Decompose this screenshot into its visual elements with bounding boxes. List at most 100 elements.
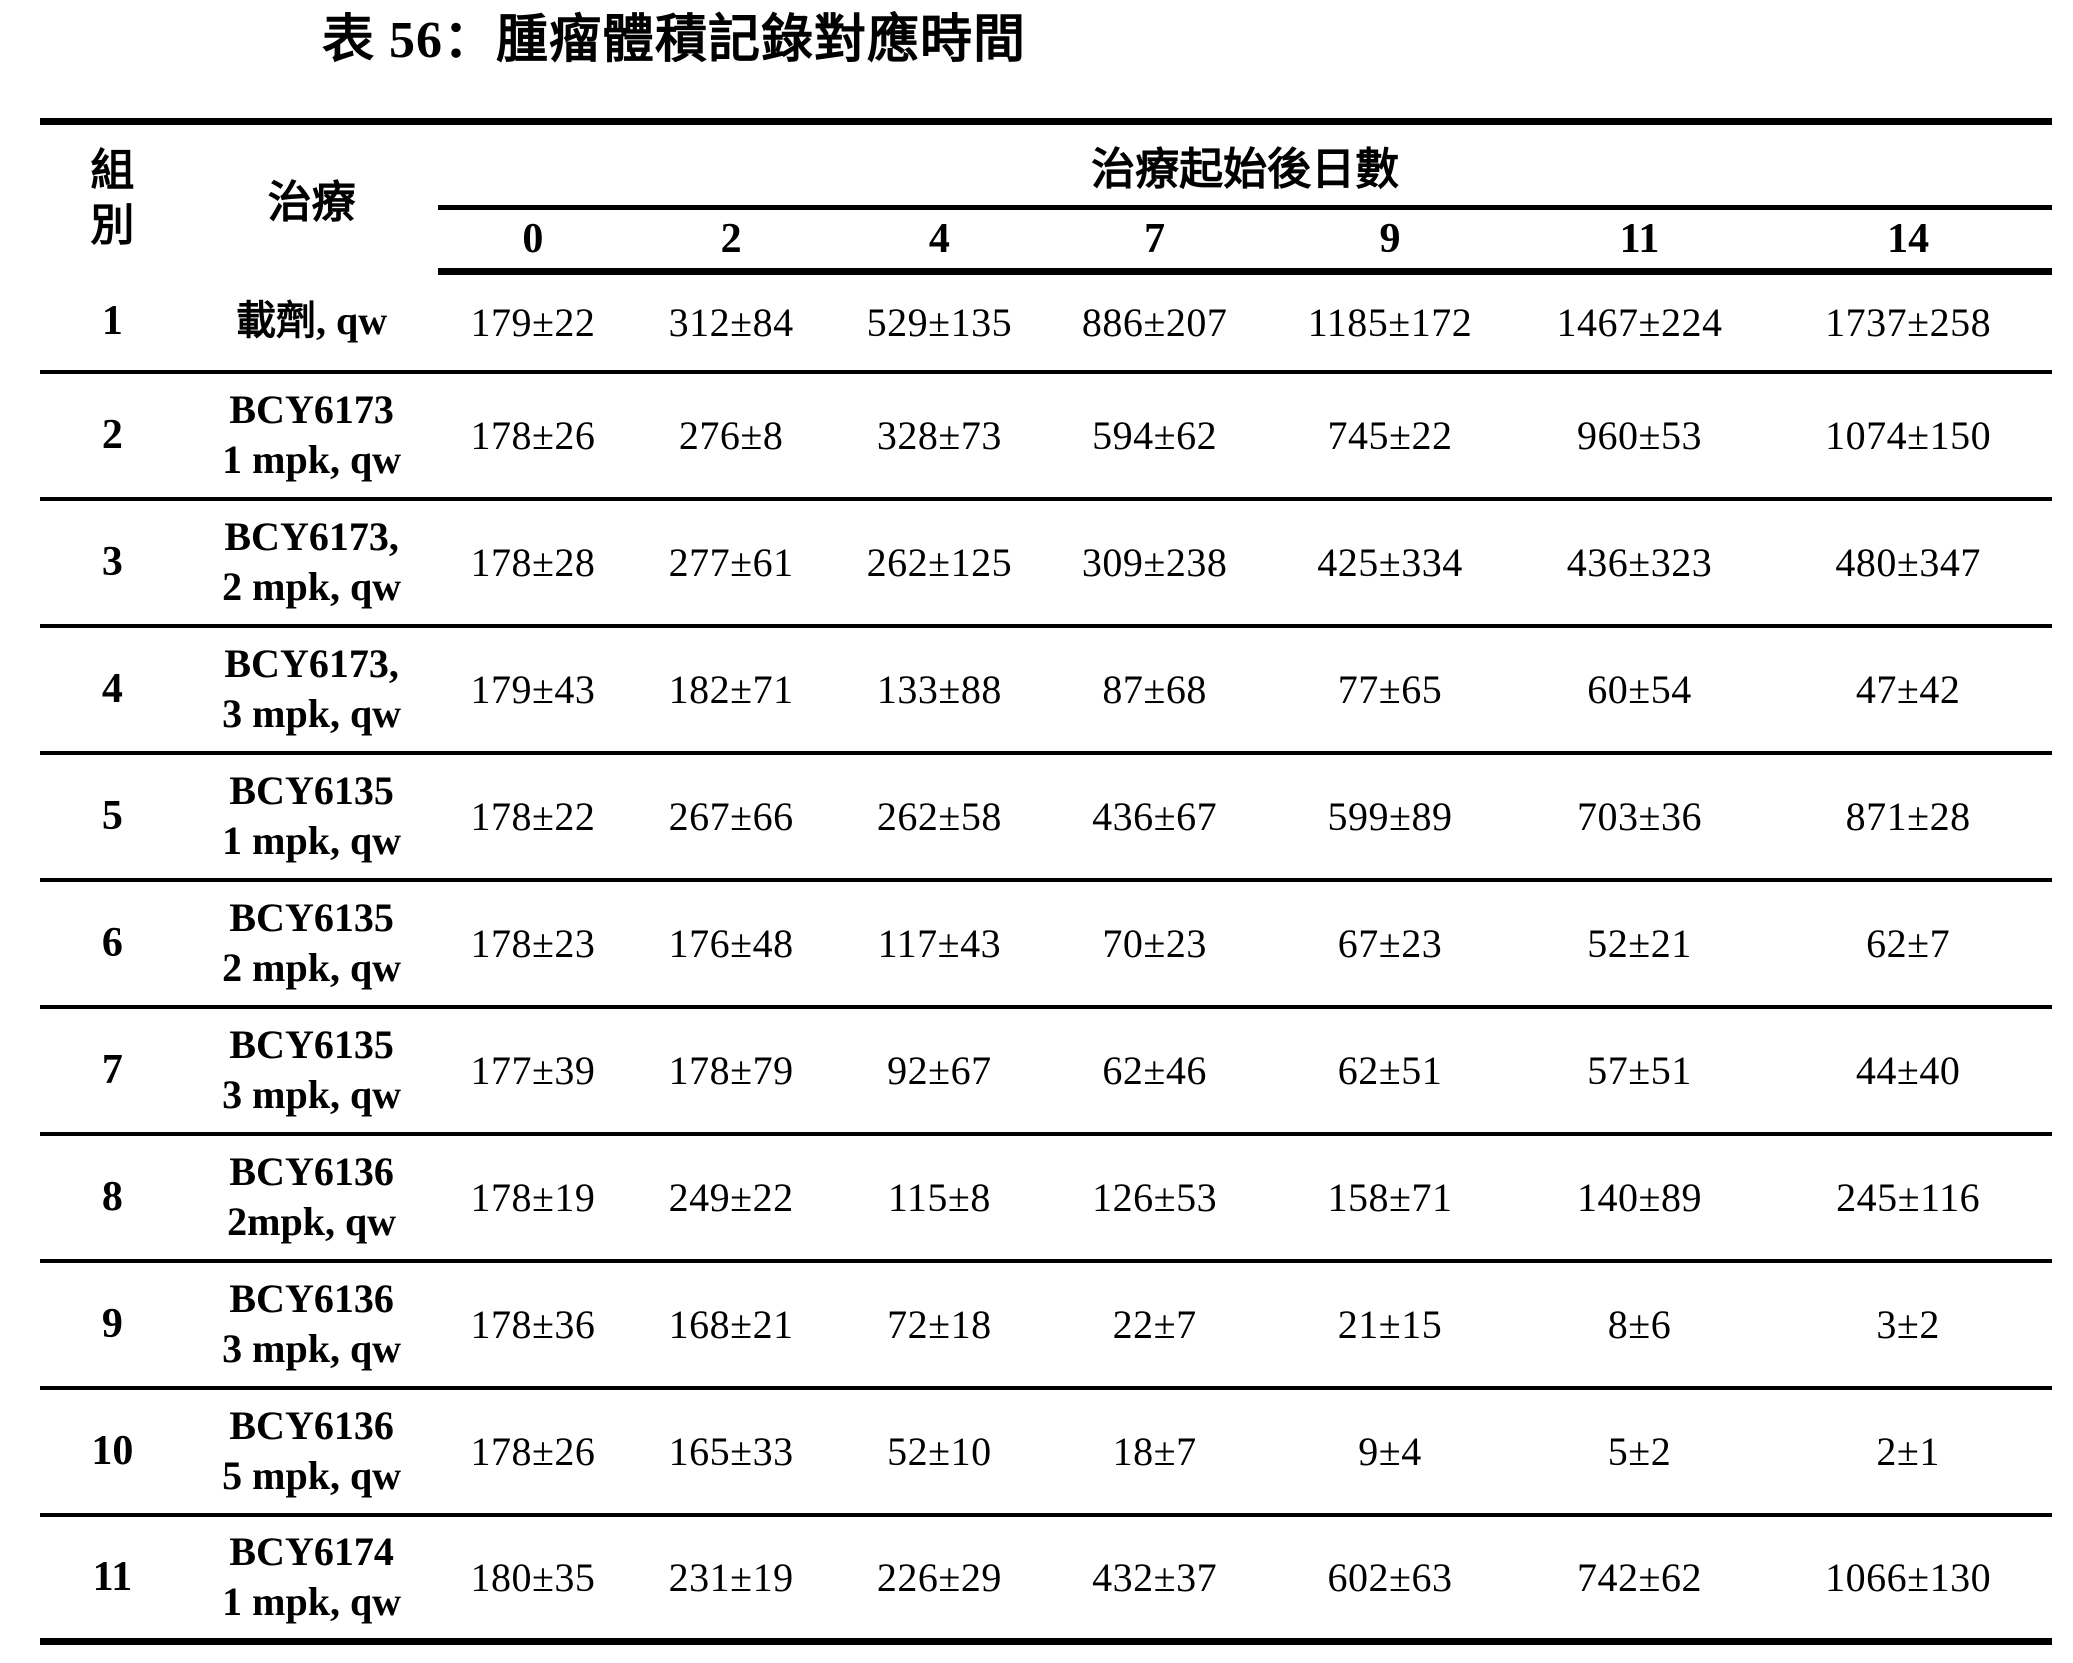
tumor-volume-cell: 245±116 — [1764, 1133, 2052, 1263]
treatment-cell: BCY6173 1 mpk, qw — [184, 371, 439, 501]
column-header-group: 組 別 — [90, 146, 135, 251]
tumor-volume-cell: 182±71 — [627, 625, 835, 755]
tumor-volume-cell: 231±19 — [668, 1554, 794, 1600]
table-row: 1 載劑, qw 179±22 312±84 529±135 886±207 1185±17… — [40, 271, 2052, 374]
column-header-days-after-treatment: 治療起始後日數 — [438, 121, 2052, 210]
tumor-volume-cell: 158±71 — [1265, 1133, 1515, 1263]
table-header: 組 別 治療 治療起始後日數 0 2 4 7 9 11 14 — [40, 121, 2052, 275]
tumor-volume-cell: 1185±172 — [1265, 271, 1515, 374]
tumor-volume-cell: 179±43 — [438, 625, 628, 755]
tumor-volume-cell: 602±63 — [1327, 1554, 1453, 1600]
table-title: 表 56：腫瘤體積記錄對應時間 — [322, 12, 1027, 69]
tumor-volume-cell: 276±8 — [627, 371, 835, 501]
table-row: 2 BCY6173 1 mpk, qw 178±26 276±8 328±73 594±6… — [40, 371, 2052, 501]
tumor-volume-cell: 21±15 — [1265, 1260, 1515, 1390]
group-cell: 7 — [40, 1006, 185, 1136]
day-label: 7 — [1043, 207, 1266, 275]
tumor-volume-cell: 67±23 — [1265, 879, 1515, 1009]
header-row-days-span: 組 別 治療 治療起始後日數 — [40, 121, 2052, 250]
tumor-volume-cell: 115±8 — [834, 1133, 1044, 1263]
tumor-volume-cell: 133±88 — [834, 625, 1044, 755]
treatment-cell: BCY6135 2 mpk, qw — [184, 879, 439, 1009]
tumor-volume-cell: 77±65 — [1265, 625, 1515, 755]
tumor-volume-cell: 180±35 — [470, 1554, 596, 1600]
tumor-volume-cell: 178±79 — [627, 1006, 835, 1136]
table-row: 3 BCY6173, 2 mpk, qw 178±28 277±61 262±125 30… — [40, 498, 2052, 628]
day-label: 14 — [1764, 207, 2052, 275]
tumor-volume-cell: 126±53 — [1043, 1133, 1266, 1263]
tumor-volume-cell: 178±19 — [438, 1133, 628, 1263]
tumor-volume-cell: 425±334 — [1265, 498, 1515, 628]
tumor-volume-cell: 328±73 — [834, 371, 1044, 501]
tumor-volume-cell: 140±89 — [1514, 1133, 1765, 1263]
tumor-volume-cell: 72±18 — [834, 1260, 1044, 1390]
tumor-volume-cell: 249±22 — [627, 1133, 835, 1263]
tumor-volume-cell: 436±67 — [1043, 752, 1266, 882]
group-cell: 4 — [40, 625, 185, 755]
tumor-volume-cell: 703±36 — [1514, 752, 1765, 882]
table-row: 5 BCY6135 1 mpk, qw 178±22 267±66 262±58 436±… — [40, 752, 2052, 882]
tumor-volume-cell: 594±62 — [1043, 371, 1266, 501]
treatment-cell: BCY6136 5 mpk, qw — [184, 1387, 439, 1517]
tumor-volume-cell: 262±58 — [834, 752, 1044, 882]
table-row: 10 BCY6136 5 mpk, qw 178±26 165±33 52±10 18±7… — [40, 1387, 2052, 1517]
table-row: 8 BCY6136 2mpk, qw 178±19 249±22 115±8 126±53… — [40, 1133, 2052, 1263]
tumor-volume-cell: 599±89 — [1265, 752, 1515, 882]
tumor-volume-cell: 87±68 — [1043, 625, 1266, 755]
treatment-cell: BCY6135 1 mpk, qw — [184, 752, 439, 882]
treatment-cell: 載劑, qw — [184, 271, 439, 374]
group-cell: 6 — [40, 879, 185, 1009]
tumor-volume-cell: 176±48 — [627, 879, 835, 1009]
tumor-volume-cell: 262±125 — [834, 498, 1044, 628]
treatment-cell: BCY6136 3 mpk, qw — [184, 1260, 439, 1390]
tumor-volume-cell: 178±28 — [438, 498, 628, 628]
tumor-volume-cell: 178±22 — [438, 752, 628, 882]
tumor-volume-cell: 168±21 — [627, 1260, 835, 1390]
tumor-volume-cell: 18±7 — [1043, 1387, 1266, 1517]
table-row: 4 BCY6173, 3 mpk, qw 179±43 182±71 133±88 87±… — [40, 625, 2052, 755]
tumor-volume-cell: 2±1 — [1764, 1387, 2052, 1517]
group-cell: 8 — [40, 1133, 185, 1263]
tumor-volume-cell: 1066±130 — [1825, 1554, 1992, 1600]
tumor-volume-cell: 432±37 — [1092, 1554, 1218, 1600]
tumor-volume-cell: 44±40 — [1764, 1006, 2052, 1136]
tumor-volume-cell: 179±22 — [438, 271, 628, 374]
tumor-volume-cell: 960±53 — [1514, 371, 1765, 501]
tumor-volume-cell: 745±22 — [1265, 371, 1515, 501]
tumor-volume-cell: 178±23 — [438, 879, 628, 1009]
header-row-day-numbers: 0 2 4 7 9 11 14 — [40, 207, 2052, 275]
tumor-volume-cell: 92±67 — [834, 1006, 1044, 1136]
tumor-volume-cell: 62±46 — [1043, 1006, 1266, 1136]
table-body: 1 載劑, qw 179±22 312±84 529±135 886±207 1185±17… — [40, 271, 2052, 1642]
tumor-volume-cell: 5±2 — [1514, 1387, 1765, 1517]
tumor-volume-cell: 1467±224 — [1514, 271, 1765, 374]
group-cell: 2 — [40, 371, 185, 501]
tumor-volume-cell: 165±33 — [627, 1387, 835, 1517]
tumor-volume-cell: 9±4 — [1265, 1387, 1515, 1517]
tumor-volume-cell: 178±26 — [438, 1387, 628, 1517]
tumor-volume-cell: 177±39 — [438, 1006, 628, 1136]
group-cell: 5 — [40, 752, 185, 882]
tumor-volume-cell: 60±54 — [1514, 625, 1765, 755]
tumor-volume-cell: 1074±150 — [1764, 371, 2052, 501]
tumor-volume-cell: 52±10 — [834, 1387, 1044, 1517]
tumor-volume-cell: 1737±258 — [1764, 271, 2052, 374]
tumor-volume-table: 組 別 治療 治療起始後日數 0 2 4 7 9 11 14 1 載劑, qw 17… — [40, 118, 2052, 1645]
group-cell: 9 — [40, 1260, 185, 1390]
tumor-volume-cell: 886±207 — [1043, 271, 1266, 374]
treatment-cell: BCY6173, 2 mpk, qw — [184, 498, 439, 628]
tumor-volume-cell: 57±51 — [1514, 1006, 1765, 1136]
treatment-cell: BCY6135 3 mpk, qw — [184, 1006, 439, 1136]
tumor-volume-cell: 267±66 — [627, 752, 835, 882]
tumor-volume-cell: 70±23 — [1043, 879, 1266, 1009]
tumor-volume-cell: 871±28 — [1764, 752, 2052, 882]
table-row: 9 BCY6136 3 mpk, qw 178±36 168±21 72±18 22±7 2… — [40, 1260, 2052, 1390]
day-label: 2 — [627, 207, 835, 275]
tumor-volume-cell: 62±51 — [1265, 1006, 1515, 1136]
table-row: 6 BCY6135 2 mpk, qw 178±23 176±48 117±43 70±2… — [40, 879, 2052, 1009]
tumor-volume-cell: 480±347 — [1764, 498, 2052, 628]
group-cell: 3 — [40, 498, 185, 628]
tumor-volume-cell: 47±42 — [1764, 625, 2052, 755]
day-label: 0 — [438, 207, 628, 275]
tumor-volume-cell: 312±84 — [627, 271, 835, 374]
